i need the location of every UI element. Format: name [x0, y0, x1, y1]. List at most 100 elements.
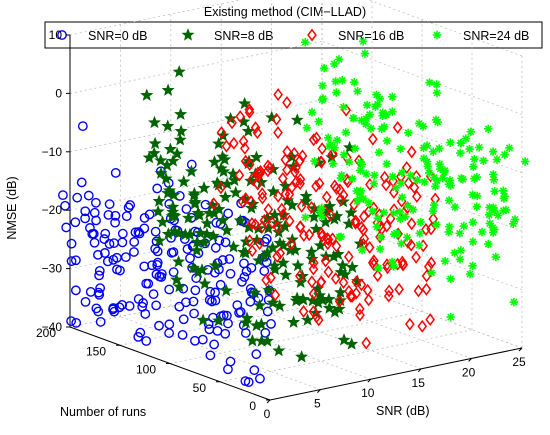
data-point [247, 217, 257, 231]
y-tick-label: 50 [193, 381, 207, 395]
z-tick-label: −10 [42, 145, 63, 159]
data-point [431, 182, 440, 191]
data-point [458, 175, 468, 184]
data-point [468, 218, 478, 227]
data-point [367, 256, 378, 270]
data-point [174, 124, 188, 137]
data-point [259, 236, 270, 247]
data-point [456, 148, 465, 158]
x-axis-label: SNR (dB) [376, 404, 429, 418]
data-point [110, 167, 121, 178]
data-point [110, 210, 121, 221]
data-point [323, 265, 334, 279]
data-point [147, 146, 161, 159]
data-point [159, 171, 173, 185]
data-point [298, 304, 309, 318]
data-point [154, 153, 168, 167]
data-point [245, 296, 256, 307]
data-point [151, 269, 162, 280]
grid-layer [69, 0, 523, 401]
data-point [289, 146, 300, 160]
data-point [315, 207, 325, 216]
data-point [218, 190, 232, 203]
data-point [425, 313, 436, 327]
data-point [257, 220, 268, 234]
grid-line [69, 41, 323, 94]
data-point [148, 115, 161, 129]
data-point [156, 215, 170, 228]
data-point [76, 177, 87, 188]
data-point [499, 206, 508, 215]
data-point [268, 259, 282, 272]
data-point [369, 179, 379, 188]
data-point [260, 327, 271, 338]
data-point [318, 94, 328, 103]
data-point [432, 88, 442, 98]
data-point [350, 214, 361, 228]
data-point [265, 110, 279, 124]
data-point [205, 350, 216, 361]
z-axis-label: NMSE (dB) [5, 176, 19, 239]
y-tick-label: 150 [86, 344, 106, 358]
grid-line [69, 99, 323, 153]
data-point [328, 159, 338, 168]
legend-marker [307, 28, 317, 42]
data-point [470, 154, 479, 164]
data-point [290, 113, 304, 126]
data-point [239, 246, 253, 259]
data-point [316, 155, 327, 169]
data-point [208, 197, 219, 211]
data-point [468, 190, 477, 199]
data-point [164, 319, 175, 330]
data-point [216, 181, 226, 195]
data-point [351, 275, 362, 289]
data-point [331, 182, 342, 196]
data-point [229, 185, 243, 199]
data-point [336, 173, 346, 183]
data-point [299, 189, 313, 202]
data-point [390, 229, 399, 239]
x-tick-label: 10 [361, 386, 375, 400]
data-point [375, 94, 384, 103]
data-point [431, 115, 441, 124]
data-point [189, 308, 199, 319]
data-point [308, 262, 319, 276]
data-point [379, 208, 388, 217]
data-point [356, 220, 367, 234]
data-point [422, 157, 432, 166]
data-point [307, 210, 321, 223]
data-point [252, 253, 266, 267]
data-point [406, 238, 417, 252]
legend-entry: SNR=0 dB [88, 29, 147, 43]
data-point [217, 164, 231, 178]
data-point [379, 170, 390, 184]
data-point [177, 174, 191, 188]
data-point [89, 237, 100, 248]
data-point [361, 119, 371, 129]
data-point [432, 220, 441, 229]
data-point [66, 316, 77, 326]
data-point [190, 235, 204, 248]
data-point [343, 250, 354, 264]
data-point [419, 143, 428, 152]
data-point [240, 141, 250, 155]
data-point [456, 138, 466, 148]
data-point [465, 269, 475, 279]
data-point [445, 176, 455, 185]
data-point [244, 201, 258, 214]
data-point [94, 265, 105, 276]
data-point [446, 274, 455, 284]
data-point [406, 171, 415, 180]
data-point [468, 261, 477, 271]
data-point [140, 88, 154, 101]
z-tick-label: −30 [42, 262, 63, 276]
data-point [148, 136, 162, 150]
data-point [129, 247, 139, 257]
data-point [275, 246, 286, 260]
data-point [412, 190, 422, 203]
data-point [156, 269, 167, 279]
legend: SNR=0 dB SNR=8 dB SNR=16 dB SNR=24 dB [44, 21, 543, 49]
data-point [265, 161, 275, 175]
data-point [356, 158, 365, 167]
data-point [124, 301, 135, 311]
